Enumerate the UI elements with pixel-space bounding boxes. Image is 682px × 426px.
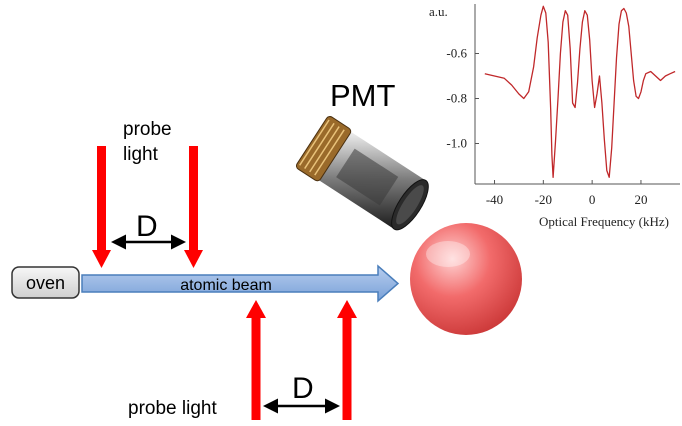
oven-box: [11, 266, 80, 299]
sphere-highlight: [426, 241, 470, 267]
spectrum-chart: a.u. -0.6 -0.8 -1.0 -40 -20 0 20 Optical Freq…: [429, 4, 680, 229]
probe-light-top-label-1: probe: [123, 119, 172, 140]
x-tick-label: -20: [535, 192, 552, 207]
probe-light-top-label-2: light: [123, 144, 159, 165]
y-tick-label: -0.8: [446, 91, 467, 106]
probe-beam-bottom-right: [337, 300, 357, 420]
atomic-beam-label: atomic beam: [180, 277, 272, 294]
probe-beam-top-left: [92, 146, 111, 268]
atomic-beam-arrow: [81, 264, 400, 303]
probe-light-bottom-label: probe light: [128, 398, 217, 419]
d-label-bottom: D: [292, 372, 314, 405]
pmt-tube: [295, 116, 429, 231]
d-label-top: D: [136, 210, 158, 243]
fluorescence-sphere: [410, 223, 522, 335]
chart-ylabel: a.u.: [429, 4, 448, 19]
y-tick-label: -0.6: [446, 46, 467, 61]
y-tick-label: -1.0: [446, 136, 467, 151]
x-tick-label: 0: [589, 192, 596, 207]
chart-xlabel: Optical Frequency (kHz): [539, 214, 669, 229]
probe-beam-top-right: [184, 146, 203, 268]
pmt-label: PMT: [330, 78, 396, 113]
oven-label: oven: [26, 273, 65, 293]
spectrum-series-line: [484, 5, 676, 178]
x-tick-label: 20: [634, 192, 647, 207]
x-tick-label: -40: [486, 192, 503, 207]
probe-beam-bottom-left: [246, 300, 266, 420]
